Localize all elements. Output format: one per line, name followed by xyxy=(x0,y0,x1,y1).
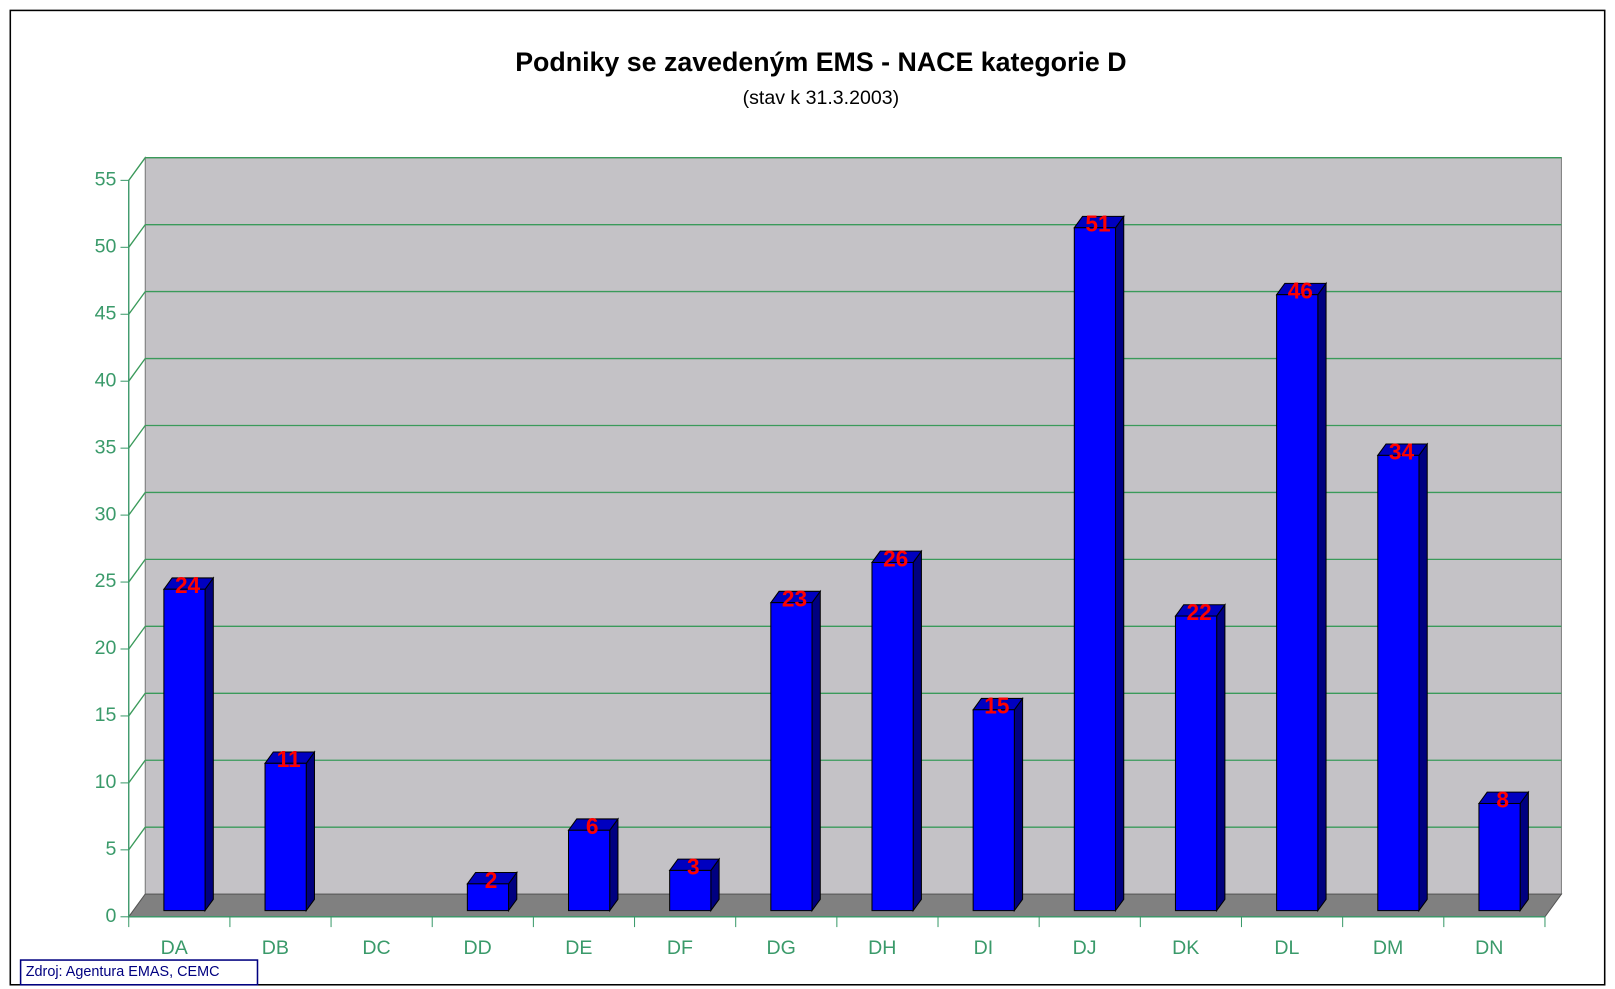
x-tick-label: DC xyxy=(362,937,390,959)
grid-line-side xyxy=(128,625,146,650)
floor xyxy=(127,893,1563,918)
bar-side xyxy=(609,817,619,913)
bar xyxy=(1276,294,1319,912)
bar xyxy=(1377,454,1420,912)
chart-title: Podniky se zavedeným EMS - NACE kategori… xyxy=(515,47,1126,77)
chart-subtitle: (stav k 31.3.2003) xyxy=(743,87,899,109)
bar xyxy=(770,602,813,912)
source: Zdroj: Agentura EMAS, CEMC xyxy=(26,964,220,980)
y-tick-label: 40 xyxy=(95,369,117,391)
bar xyxy=(264,762,307,912)
y-tick-label: 35 xyxy=(95,436,117,458)
bar xyxy=(567,829,611,912)
x-tick-label: DF xyxy=(667,937,693,959)
x-tick-label: DE xyxy=(565,937,592,959)
bar-side xyxy=(1418,442,1428,913)
y-tick-label: 20 xyxy=(95,637,117,659)
bar xyxy=(972,709,1015,912)
source-box xyxy=(19,959,259,986)
y-tick-label: 25 xyxy=(95,570,117,592)
value-label: 8 xyxy=(1496,786,1509,812)
x-tick-label: DJ xyxy=(1073,937,1097,959)
bar-side xyxy=(811,589,821,913)
y-tick-label: 15 xyxy=(95,704,117,726)
back-wall xyxy=(144,157,1562,895)
value-label: 6 xyxy=(586,813,599,839)
y-tick-label: 10 xyxy=(95,771,117,793)
grid-line-side xyxy=(128,558,146,583)
x-tick-label: DG xyxy=(766,937,795,959)
x-tick-label: DK xyxy=(1172,937,1199,959)
bar xyxy=(669,869,712,912)
bar xyxy=(163,588,206,912)
bar-side xyxy=(912,549,922,913)
grid-line-side xyxy=(128,692,146,717)
bar xyxy=(1174,615,1218,912)
bar-side xyxy=(1216,603,1226,913)
grid-line-side xyxy=(128,826,146,851)
y-tick-label: 5 xyxy=(106,838,117,860)
bar-side xyxy=(1317,281,1327,913)
bar-side xyxy=(1114,214,1125,913)
grid-line-side xyxy=(128,492,146,516)
x-tick-label: DL xyxy=(1274,937,1299,959)
value-label: 15 xyxy=(984,693,1009,719)
x-tick-label: DD xyxy=(464,937,492,959)
value-label: 24 xyxy=(175,572,201,598)
x-tick-label: DI xyxy=(974,937,994,959)
y-tick-label: 55 xyxy=(95,169,117,191)
y-tick-label: 50 xyxy=(95,235,117,257)
value-label: 34 xyxy=(1389,438,1415,464)
bar xyxy=(1478,802,1521,912)
bar-side xyxy=(1519,790,1529,913)
value-label: 11 xyxy=(277,746,301,772)
y-tick-label: 45 xyxy=(95,302,117,324)
y-tick-label: 30 xyxy=(95,503,117,525)
x-tick-label: DM xyxy=(1373,937,1403,959)
value-label: 3 xyxy=(687,853,700,879)
bar-side xyxy=(1013,696,1024,913)
bar xyxy=(871,561,914,912)
value-label: 2 xyxy=(485,867,498,893)
grid-line-side xyxy=(128,358,146,382)
grid-line-side xyxy=(128,224,146,248)
x-tick-label: DB xyxy=(262,937,289,959)
bar-side xyxy=(204,576,214,913)
x-tick-label: DN xyxy=(1475,937,1503,959)
value-label: 51 xyxy=(1085,211,1110,237)
bar xyxy=(466,883,510,912)
grid-line-side xyxy=(128,157,146,181)
value-label: 46 xyxy=(1288,278,1313,304)
x-tick-label: DA xyxy=(161,937,188,959)
value-label: 26 xyxy=(883,545,908,571)
grid-line-side xyxy=(128,291,146,315)
bar xyxy=(1073,227,1117,912)
value-label: 22 xyxy=(1187,599,1212,625)
grid-line-side xyxy=(128,759,146,784)
value-label: 23 xyxy=(782,586,807,612)
side-wall xyxy=(128,156,146,919)
bar-side xyxy=(305,750,315,913)
x-tick-label: DH xyxy=(868,937,896,959)
y-tick-label: 0 xyxy=(106,905,117,927)
grid-line-side xyxy=(128,425,146,449)
